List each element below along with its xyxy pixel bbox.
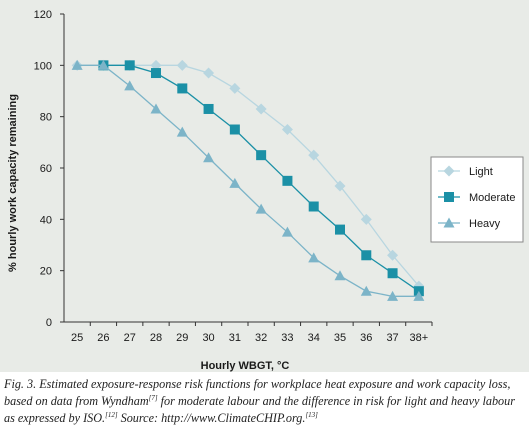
data-point-heavy — [124, 80, 136, 91]
data-point-light — [255, 103, 267, 115]
legend-marker-heavy — [443, 217, 455, 228]
legend-marker-moderate — [444, 192, 454, 202]
data-point-heavy — [334, 270, 346, 281]
data-point-moderate — [282, 175, 293, 186]
caption-source: Source: http://www.ClimateCHIP.org. — [117, 411, 306, 425]
caption-ref-source: [13] — [305, 410, 318, 419]
data-point-light — [387, 249, 399, 261]
legend-marker-light — [443, 165, 455, 177]
data-point-moderate — [256, 150, 267, 161]
chart-series — [71, 59, 425, 301]
x-tick-label: 25 — [71, 332, 83, 344]
data-point-light — [176, 59, 188, 71]
data-point-heavy — [360, 285, 372, 296]
data-point-moderate — [229, 124, 240, 135]
data-point-heavy — [97, 59, 109, 70]
legend-label-heavy: Heavy — [469, 218, 501, 230]
x-tick-label: 36 — [360, 332, 372, 344]
x-tick-label: 27 — [124, 332, 136, 344]
series-line-heavy — [77, 64, 419, 297]
data-point-heavy — [255, 203, 267, 214]
x-tick-label: 26 — [97, 332, 109, 344]
data-point-moderate — [151, 68, 161, 79]
x-tick-label: 32 — [255, 332, 267, 344]
chart-legend: Light Moderate Heavy — [430, 156, 524, 243]
chart-ticks: 0 20 40 60 80 100 120 25 26 27 28 29 30 31 32 33 34 35 36 3… — [34, 9, 433, 344]
data-point-heavy — [176, 126, 188, 137]
data-point-moderate — [361, 250, 372, 261]
x-tick-label: 30 — [202, 332, 214, 344]
data-point-moderate — [177, 83, 188, 94]
y-tick-label: 60 — [40, 163, 52, 175]
x-tick-label: 33 — [281, 332, 293, 344]
x-tick-label: 31 — [229, 332, 241, 344]
chart-axes — [63, 14, 432, 323]
caption-ref-wyndham: [7] — [148, 393, 158, 402]
x-tick-label: 29 — [176, 332, 188, 344]
data-point-heavy — [150, 103, 162, 114]
data-point-heavy — [71, 59, 83, 70]
y-tick-label: 80 — [40, 112, 52, 124]
caption-text-middle: for moderate labour and the difference i… — [4, 394, 515, 425]
data-point-light — [281, 124, 293, 135]
x-tick-label: 28 — [150, 332, 162, 344]
data-point-light — [203, 67, 215, 79]
data-point-heavy — [229, 177, 241, 188]
y-tick-label: 120 — [34, 9, 52, 21]
caption-text: Fig. 3. Estimated exposure-response risk… — [4, 377, 511, 408]
data-point-light — [360, 213, 372, 225]
data-point-moderate — [308, 201, 319, 212]
data-point-heavy — [203, 152, 215, 163]
x-tick-label: 38+ — [410, 332, 429, 344]
y-axis-title: % hourly work capacity remaining — [7, 94, 19, 272]
data-point-moderate — [124, 60, 135, 71]
y-tick-label: 0 — [46, 317, 52, 329]
x-tick-label: 35 — [334, 332, 346, 344]
series-line-moderate — [103, 64, 420, 292]
data-point-light — [229, 82, 241, 94]
data-point-moderate — [387, 268, 398, 279]
data-point-moderate — [335, 224, 345, 235]
data-point-heavy — [387, 290, 399, 301]
data-point-moderate — [203, 103, 214, 114]
y-tick-label: 20 — [40, 266, 52, 278]
y-tick-label: 40 — [40, 214, 52, 226]
data-point-light — [334, 180, 346, 192]
legend-label-light: Light — [469, 166, 493, 178]
data-point-heavy — [308, 252, 320, 263]
x-tick-label: 37 — [386, 332, 398, 344]
data-point-heavy — [281, 226, 293, 237]
legend-label-moderate: Moderate — [469, 192, 515, 204]
series-light — [71, 59, 425, 292]
chart-figure: 0 20 40 60 80 100 120 25 26 27 28 29 30 31 32 33 34 35 36 3… — [0, 0, 529, 372]
series-moderate — [98, 60, 424, 297]
y-tick-label: 100 — [34, 60, 52, 72]
x-axis-title: Hourly WBGT, °C — [201, 360, 290, 372]
x-tick-label: 34 — [308, 332, 320, 344]
line-chart: 0 20 40 60 80 100 120 25 26 27 28 29 30 31 32 33 34 35 36 3… — [7, 9, 524, 372]
data-point-light — [308, 149, 320, 161]
caption-ref-iso: [12] — [105, 410, 118, 419]
series-heavy — [71, 59, 425, 301]
data-point-heavy — [413, 290, 425, 301]
figure-caption: Fig. 3. Estimated exposure-response risk… — [4, 376, 525, 427]
